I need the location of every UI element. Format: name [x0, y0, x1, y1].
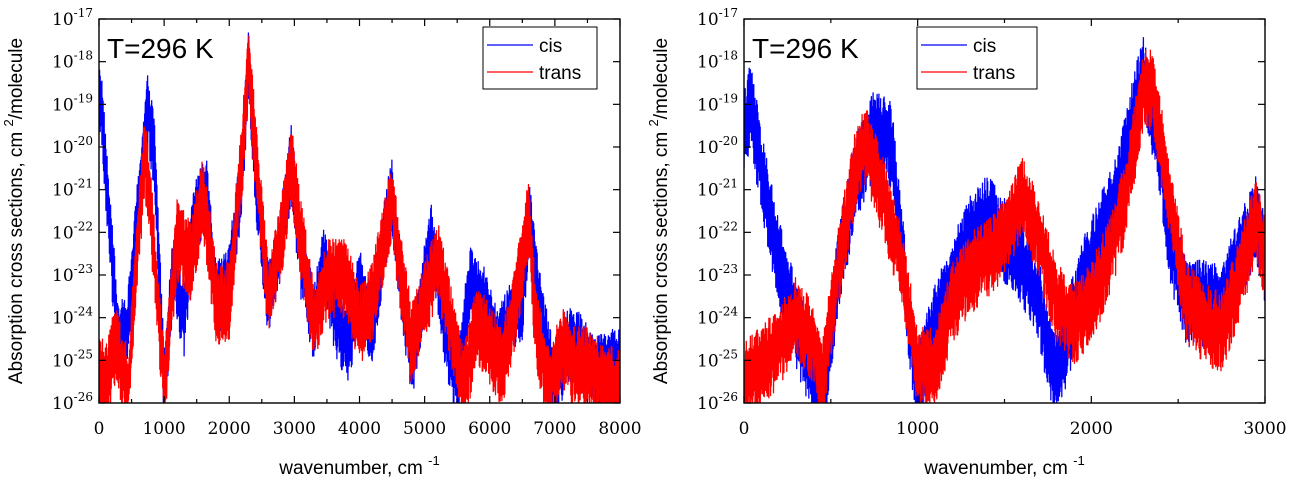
x-tick-label: 2000 — [208, 419, 251, 439]
legend: cis trans — [482, 26, 598, 90]
legend-box — [916, 26, 1038, 90]
series-line-trans — [99, 35, 620, 403]
y-axis-label: Absorption cross sections, cm 2/molecule — [646, 38, 672, 384]
y-tick-label: 10-18 — [52, 49, 93, 73]
y-tick-label: 10-21 — [52, 177, 93, 201]
x-tick-label: 0 — [94, 419, 105, 439]
y-tick-label: 10-20 — [52, 134, 93, 158]
x-axis-label: wavenumber, cm -1 — [923, 453, 1084, 479]
legend-box — [482, 26, 598, 90]
y-tick-label: 10-25 — [52, 347, 93, 371]
legend-label-trans: trans — [539, 63, 581, 84]
y-tick-label: 10-19 — [52, 91, 93, 115]
y-tick-label: 10-26 — [697, 390, 738, 414]
x-axis-label: wavenumber, cm -1 — [278, 453, 439, 479]
x-tick-label: 1000 — [896, 419, 939, 439]
left-chart-panel: 0 1000 2000 3000 4000 5000 6000 7000 8000 10-26 10… — [1, 6, 642, 479]
temperature-annotation: T=296 K — [107, 33, 214, 64]
y-tick-label: 10-19 — [697, 91, 738, 115]
x-tick-label: 6000 — [468, 419, 511, 439]
x-tick-label: 1000 — [142, 419, 185, 439]
y-tick-label: 10-21 — [697, 177, 738, 201]
legend-label-cis: cis — [973, 36, 996, 57]
temperature-annotation: T=296 K — [752, 33, 859, 64]
legend-label-trans: trans — [973, 63, 1015, 84]
x-tick-label: 0 — [739, 419, 750, 439]
plot-area — [99, 32, 620, 403]
legend-label-cis: cis — [539, 36, 562, 57]
right-chart-panel: 0 1000 2000 3000 10-26 10-25 10-24 10-23 10-22 10… — [646, 6, 1287, 479]
y-tick-label: 10-24 — [697, 305, 738, 329]
y-tick-label: 10-22 — [697, 219, 738, 243]
series-line-trans — [744, 49, 1265, 403]
x-tick-label: 3000 — [1243, 419, 1286, 439]
x-tick-label: 2000 — [1070, 419, 1113, 439]
y-tick-label: 10-25 — [697, 347, 738, 371]
y-tick-label: 10-23 — [697, 262, 738, 286]
legend: cis trans — [916, 26, 1038, 90]
y-tick-label: 10-17 — [52, 6, 93, 30]
y-axis-label: Absorption cross sections, cm 2/molecule — [1, 38, 27, 384]
x-tick-label: 8000 — [598, 419, 641, 439]
x-tick-label: 7000 — [533, 419, 576, 439]
y-tick-label: 10-23 — [52, 262, 93, 286]
x-tick-label: 3000 — [273, 419, 316, 439]
y-tick-label: 10-26 — [52, 390, 93, 414]
y-tick-label: 10-22 — [52, 219, 93, 243]
y-tick-label: 10-18 — [697, 49, 738, 73]
x-tick-label: 4000 — [338, 419, 381, 439]
y-tick-label: 10-24 — [52, 305, 93, 329]
y-tick-label: 10-20 — [697, 134, 738, 158]
x-tick-label: 5000 — [403, 419, 446, 439]
plot-area — [744, 37, 1265, 403]
y-tick-label: 10-17 — [697, 6, 738, 30]
